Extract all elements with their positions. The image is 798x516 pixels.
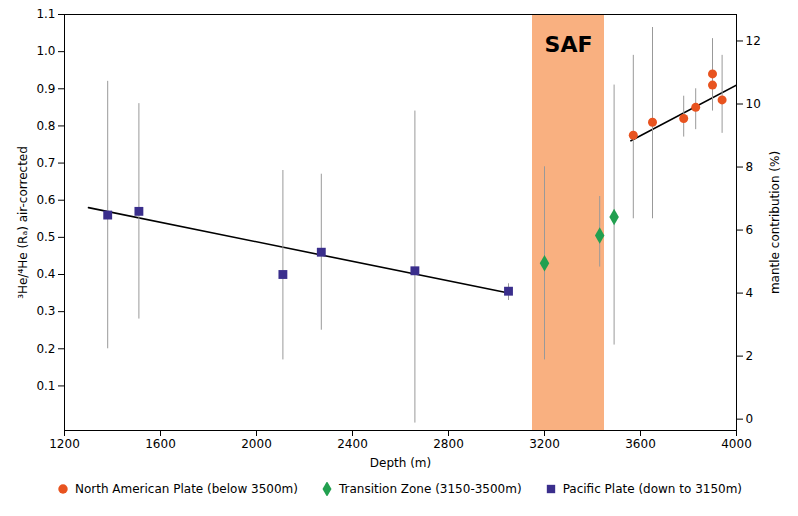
svg-text:SAF: SAF [545,32,593,57]
svg-text:Depth (m): Depth (m) [370,456,431,470]
svg-text:0.4: 0.4 [36,267,55,281]
svg-text:2800: 2800 [433,437,464,451]
svg-text:³He/⁴He (Rₐ) air-corrected: ³He/⁴He (Rₐ) air-corrected [16,146,30,299]
html-text:Pacific Plate (down to 3150m): Pacific Plate (down to 3150m) [562,482,743,496]
svg-text:mantle contribution (%): mantle contribution (%) [768,151,782,294]
svg-text:0.6: 0.6 [36,193,55,207]
svg-text:1200: 1200 [49,437,80,451]
svg-text:3200: 3200 [529,437,560,451]
html-text:North American Plate (below 35: North American Plate (below 3500m) [74,482,298,496]
svg-text:8: 8 [746,160,754,174]
svg-text:0.2: 0.2 [36,342,55,356]
svg-text:0.7: 0.7 [36,156,55,170]
svg-text:12: 12 [746,34,761,48]
svg-text:0.1: 0.1 [36,379,55,393]
svg-text:2: 2 [746,349,754,363]
svg-text:0.9: 0.9 [36,82,55,96]
svg-text:2000: 2000 [241,437,272,451]
svg-text:0.5: 0.5 [36,230,55,244]
svg-text:0: 0 [746,412,754,426]
html-text:Transition Zone (3150-3500m): Transition Zone (3150-3500m) [339,482,522,496]
svg-text:10: 10 [746,97,761,111]
svg-text:2400: 2400 [337,437,368,451]
svg-text:4: 4 [746,286,754,300]
svg-text:4000: 4000 [721,437,752,451]
svg-text:1.0: 1.0 [36,44,55,58]
svg-text:0.8: 0.8 [36,119,55,133]
svg-text:0.3: 0.3 [36,304,55,318]
svg-text:1600: 1600 [145,437,176,451]
svg-text:1.1: 1.1 [36,7,55,21]
svg-text:6: 6 [746,223,754,237]
svg-text:3600: 3600 [625,437,656,451]
